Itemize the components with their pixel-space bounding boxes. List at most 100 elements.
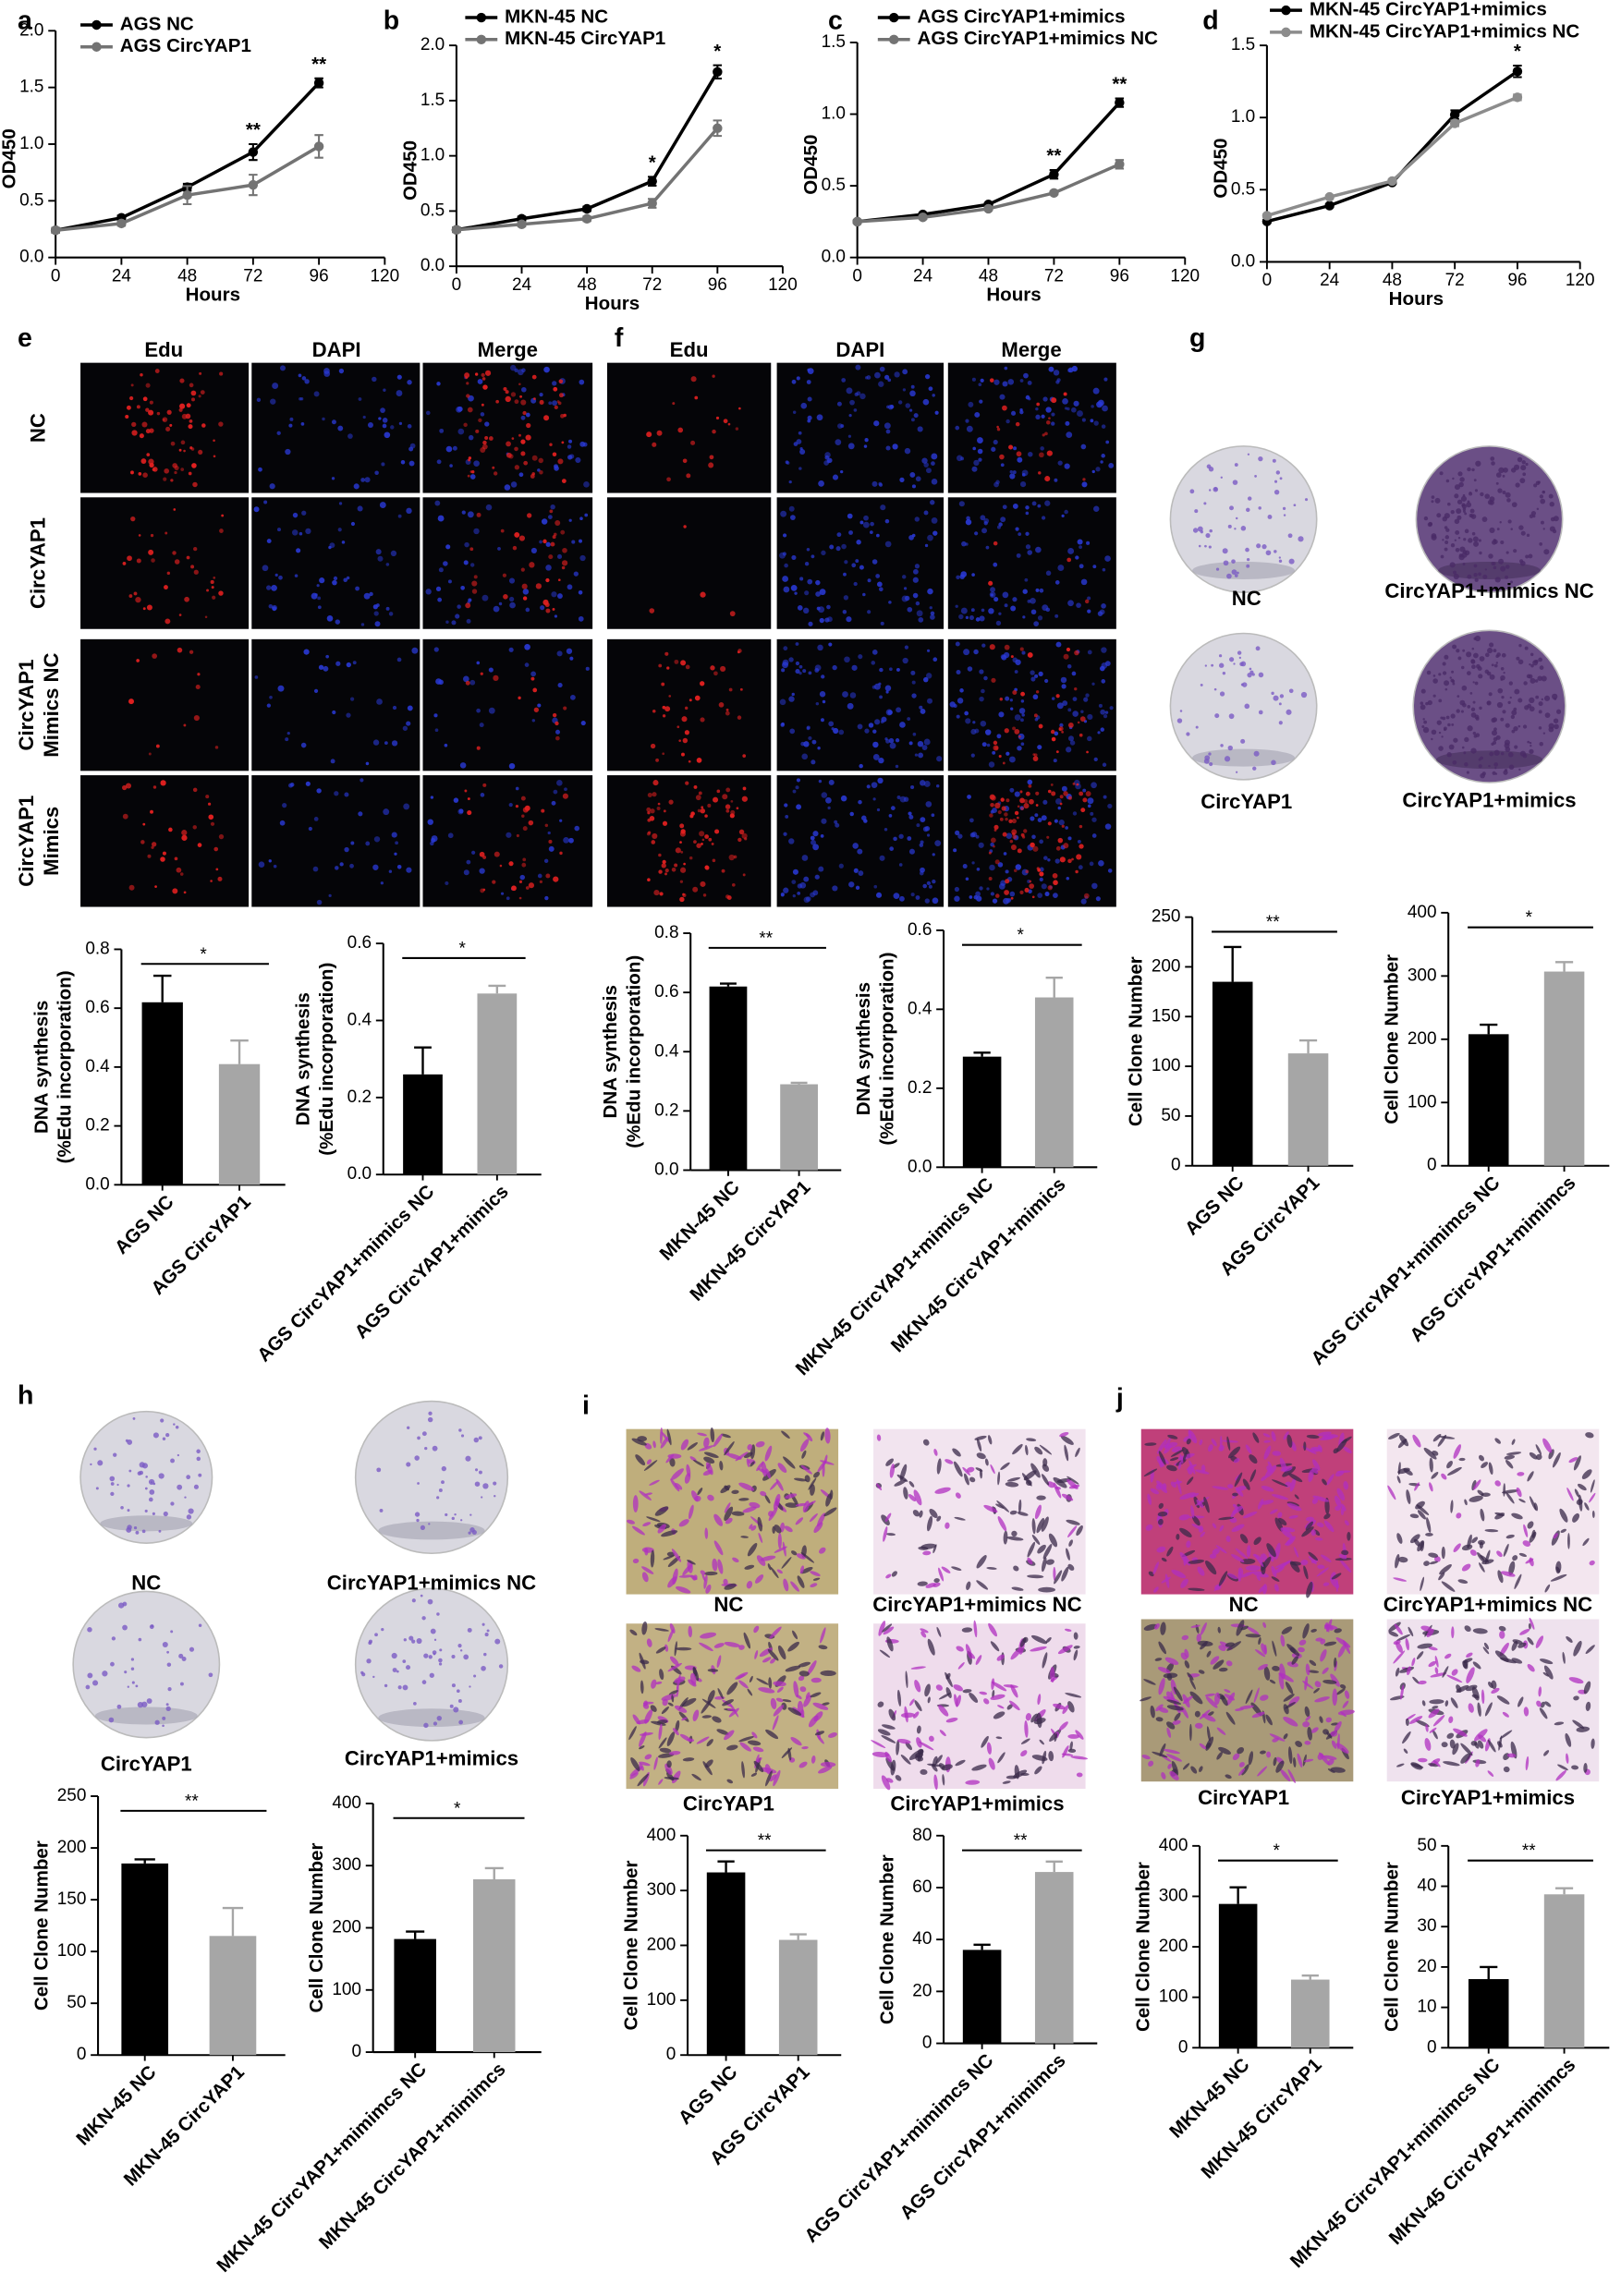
edu-cell <box>474 372 479 376</box>
edu-cell <box>650 808 655 814</box>
nucleus <box>990 587 995 593</box>
edu-cell <box>1002 832 1007 837</box>
edu-cell <box>680 829 686 834</box>
nucleus <box>797 605 803 611</box>
colony <box>1449 676 1452 679</box>
cell <box>1205 1560 1217 1575</box>
edu-cell <box>1085 791 1091 796</box>
nucleus <box>433 713 438 718</box>
cell <box>773 1705 785 1717</box>
significance-label: * <box>200 945 207 965</box>
cell <box>1498 1735 1503 1751</box>
colony <box>1484 652 1490 658</box>
colony <box>162 1642 168 1648</box>
nucleus <box>892 443 898 450</box>
cell <box>1263 1440 1271 1443</box>
nucleus <box>1024 577 1029 582</box>
nucleus <box>1075 555 1079 560</box>
colony <box>1278 702 1282 706</box>
cell <box>825 1493 832 1507</box>
colony <box>1471 468 1475 472</box>
edu-cell <box>149 462 154 468</box>
cell <box>1237 1747 1245 1755</box>
cell <box>697 1432 707 1437</box>
nucleus <box>286 731 290 735</box>
edu-cell <box>520 567 525 572</box>
colony <box>1453 573 1459 580</box>
nucleus <box>539 393 543 397</box>
cell <box>738 1482 755 1491</box>
cell <box>1062 1705 1069 1715</box>
cell <box>813 1522 823 1533</box>
cell <box>1505 1452 1522 1455</box>
edu-cell <box>994 859 1000 865</box>
cell <box>1140 1696 1152 1702</box>
edu-cell <box>193 569 199 575</box>
nucleus <box>1103 714 1108 719</box>
nucleus <box>409 443 416 449</box>
cell <box>1171 1569 1187 1579</box>
cell <box>877 1729 891 1736</box>
nucleus <box>855 559 859 564</box>
nucleus <box>859 520 864 525</box>
colony <box>1538 726 1542 730</box>
nucleus <box>1102 567 1106 572</box>
colony <box>1542 491 1545 493</box>
cell <box>671 1468 684 1480</box>
cell <box>646 1516 661 1523</box>
nucleus <box>932 530 938 536</box>
cell <box>1048 1533 1058 1548</box>
bar <box>121 1863 169 2056</box>
micrograph-background <box>80 775 250 907</box>
edu-cell <box>1035 804 1039 807</box>
colony <box>1466 771 1469 774</box>
nucleus <box>979 669 984 674</box>
nucleus <box>394 852 397 856</box>
cell <box>1529 1452 1538 1460</box>
cell <box>1030 1463 1041 1478</box>
colony <box>1423 516 1429 521</box>
cell <box>1280 1768 1291 1782</box>
bar <box>403 1074 443 1175</box>
cell <box>1037 1544 1046 1554</box>
nucleus <box>1034 674 1039 678</box>
nucleus <box>1017 456 1023 463</box>
nucleus <box>1003 897 1009 905</box>
nucleus <box>1030 816 1035 821</box>
nucleus <box>915 601 920 606</box>
cell <box>1424 1738 1432 1751</box>
colony <box>1278 559 1283 564</box>
data-point <box>1261 211 1273 221</box>
colony <box>1470 514 1477 519</box>
colony <box>1432 694 1436 698</box>
colony <box>1432 674 1436 677</box>
cell <box>1269 1679 1276 1684</box>
colony <box>428 1655 433 1659</box>
nucleus <box>537 703 542 708</box>
nucleus <box>445 881 449 886</box>
colony <box>481 1665 486 1671</box>
nucleus <box>479 868 485 874</box>
cell <box>1481 1689 1485 1705</box>
edu-cell <box>500 528 505 533</box>
edu-cell <box>713 671 718 676</box>
edu-cell <box>165 618 171 625</box>
nucleus <box>872 741 879 748</box>
cell <box>895 1775 902 1781</box>
nucleus <box>979 696 984 702</box>
cell <box>807 1660 817 1676</box>
colony <box>1455 547 1460 553</box>
edu-cell <box>560 529 566 535</box>
cell <box>1067 1748 1077 1754</box>
cell <box>908 1481 915 1488</box>
cell <box>1542 1671 1549 1677</box>
nucleus <box>332 579 337 586</box>
cell <box>713 1513 724 1526</box>
nucleus <box>1035 407 1039 411</box>
cell <box>1159 1743 1166 1756</box>
cell <box>1053 1703 1066 1710</box>
edu-cell <box>989 794 995 800</box>
edu-cell <box>135 596 141 603</box>
colony <box>1423 720 1428 724</box>
y-axis-label: (%Edu incorporation) <box>876 953 897 1146</box>
